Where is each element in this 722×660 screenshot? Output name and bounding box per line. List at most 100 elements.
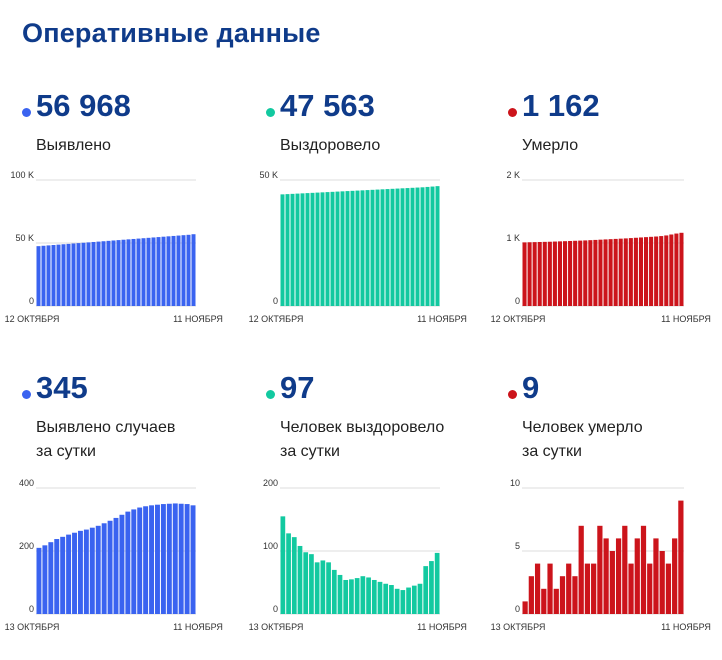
series-dot-icon [266,390,275,399]
stat-value: 56 968 [36,88,131,123]
x-tick-label-start: 12 ОКТЯБРЯ [491,314,546,324]
x-tick-label-start: 13 ОКТЯБРЯ [491,622,546,632]
stat-panel-died: 1 162 Умерло 0 1 K 2 K 12 ОКТЯБРЯ 11 НОЯБРЯ [491,88,722,378]
bar [649,236,654,306]
bar-chart: 0 50 K 12 ОКТЯБРЯ 11 НОЯБРЯ [249,170,467,324]
y-tick-label: 10 [510,478,520,488]
bar [81,242,86,306]
bar [95,525,101,614]
bar [534,563,541,614]
bar [186,234,191,306]
bar [141,238,146,306]
bar [400,188,405,306]
bar [370,189,375,306]
bar [354,578,360,614]
bar [121,239,126,306]
bar [584,563,591,614]
bar [315,192,320,306]
bar [653,538,659,614]
bar [149,505,155,614]
page-title: Оперативные данные [22,18,321,48]
bar [678,500,684,614]
bar [326,562,331,614]
bar [528,576,534,614]
bar [537,241,542,306]
bar [559,576,566,614]
bar [674,233,679,306]
y-tick-label: 50 K [15,233,34,243]
y-tick-label: 200 [19,541,34,551]
bar [191,234,196,306]
bar [166,503,172,614]
y-tick-label: 2 K [506,170,520,180]
bar [320,192,325,306]
bar [644,237,649,306]
bar [355,190,360,306]
bar [377,581,383,614]
bar [350,190,355,306]
stat-panel-daily-died: 9 Человек умерло за сутки 0 5 10 13 ОКТЯБРЯ… [491,370,722,660]
stat-panel-daily-recovered: 97 Человек выздоровело за сутки 0 100 200 1… [249,370,496,660]
bar [615,538,622,614]
bar [310,192,315,306]
bar [280,516,286,614]
bar [86,242,91,306]
stat-label: Выявлено случаев за сутки [36,419,176,460]
bar [125,511,131,614]
bar [184,504,190,614]
bar [583,240,588,306]
bar [628,563,634,614]
bar [609,551,615,614]
bar [429,561,434,614]
bar [385,189,390,306]
bar [131,509,137,614]
bar [295,193,300,306]
bar [113,517,119,614]
series-dot-icon [508,108,517,117]
x-tick-label-start: 12 ОКТЯБРЯ [5,314,60,324]
x-tick-label-start: 13 ОКТЯБРЯ [5,622,60,632]
stat-value: 9 [522,370,540,405]
bar [547,241,552,306]
bar [659,236,664,306]
stat-panel-recovered: 47 563 Выздоровело 0 50 K 12 ОКТЯБРЯ 11 НОЯ… [249,88,496,378]
bar [542,241,547,306]
bar [664,235,669,306]
bar [77,530,83,614]
bar [622,525,628,614]
bar [665,563,672,614]
bar [553,588,559,614]
bar [61,244,66,306]
bar [527,242,532,306]
bar [400,590,406,614]
bar [547,563,553,614]
stat-panel-daily-detected: 345 Выявлено случаев за сутки 0 200 400 13 … [5,370,252,660]
bar [330,191,335,306]
bar [406,587,411,614]
bar [633,237,638,306]
bar [365,190,370,306]
bar [66,243,71,306]
bar [435,186,440,306]
bar [425,186,430,306]
bar [568,240,573,306]
bar [647,563,653,614]
bar [360,576,366,614]
bar [430,186,435,306]
bar [634,538,640,614]
bar [380,189,385,306]
bar [305,193,310,306]
bar [101,241,106,306]
bar-chart: 0 200 400 13 ОКТЯБРЯ 11 НОЯБРЯ [5,478,223,632]
bar [389,585,394,614]
bar [420,187,425,306]
bar [331,569,337,614]
bar [337,574,343,614]
bar [390,188,395,306]
bar [371,579,377,614]
bar [36,246,41,306]
x-tick-label-end: 11 НОЯБРЯ [661,314,711,324]
y-tick-label: 400 [19,478,34,488]
bar [314,562,320,614]
bar [280,194,285,306]
